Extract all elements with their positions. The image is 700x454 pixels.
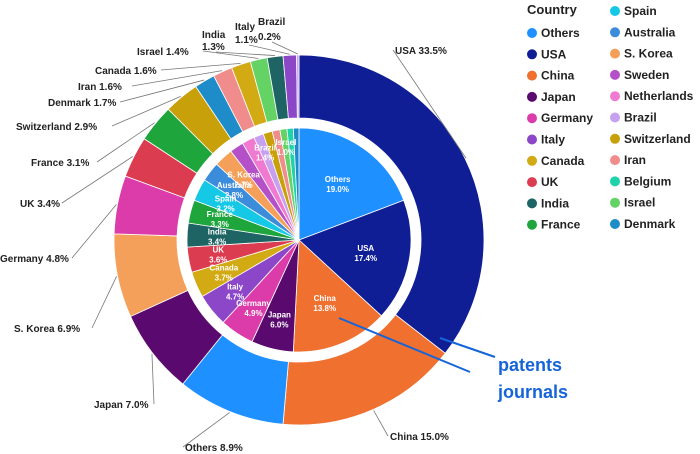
patents-slice-brazil (297, 55, 299, 118)
legend-marker-canada (527, 156, 537, 166)
legend-marker-china (527, 71, 537, 81)
legend-marker-others (527, 28, 537, 38)
patents-label-brazil: Brazil 0.2% (258, 17, 285, 43)
patents-leader-italy (249, 45, 290, 54)
legend: Country Others USA China Japan Germany Italy C… (527, 2, 694, 232)
legend-label-japan: Japan (541, 90, 576, 104)
annotation-journals: journals (497, 382, 568, 402)
legend-label-china: China (541, 69, 575, 83)
patents-leader-china (374, 410, 388, 436)
patents-label-usa: USA 33.5% (395, 46, 447, 57)
legend-marker-switzerland (610, 134, 620, 144)
legend-marker-france (527, 220, 537, 230)
legend-marker-brazil (610, 113, 620, 123)
patents-label-france: France 3.1% (31, 158, 89, 169)
legend-marker-sweden (610, 70, 620, 80)
patents-label-italy: Italy 1.1% (235, 22, 258, 46)
legend-label-sweden: Sweden (624, 68, 669, 82)
journals-label-usa: USA 17.4% (354, 244, 377, 263)
legend-label-belgium: Belgium (624, 174, 671, 188)
patents-label-uk: UK 3.4% (20, 199, 60, 210)
journals-label-italy: Italy 4.7% (226, 282, 244, 301)
legend-label-spain: Spain (624, 4, 657, 18)
patents-leader-germany (72, 204, 116, 258)
legend-title: Country (527, 2, 578, 17)
patents-label-china: China 15.0% (390, 432, 449, 443)
legend-label-canada: Canada (541, 154, 585, 168)
patents-label-india: India 1.3% (202, 30, 226, 53)
legend-marker-germany (527, 113, 537, 123)
legend-label-uk: UK (541, 175, 559, 189)
journals-label-brazil: Brazil 1.4% (254, 143, 276, 162)
legend-label-germany: Germany (541, 111, 593, 125)
legend-label-netherlands: Netherlands (624, 89, 694, 103)
patents-label-s-korea: S. Korea 6.9% (14, 324, 80, 335)
legend-label-usa: USA (541, 47, 567, 61)
patents-label-japan: Japan 7.0% (94, 400, 149, 411)
legend-marker-australia (610, 27, 620, 37)
journals-label-israel: Israel 1.0% (275, 138, 296, 157)
legend-label-france: France (541, 218, 581, 232)
patents-leader-japan (152, 354, 154, 404)
journals-label-india: India 3.4% (208, 227, 227, 246)
legend-marker-s-korea (610, 49, 620, 59)
patents-leader-s-korea (92, 276, 117, 328)
legend-label-s-korea: S. Korea (624, 47, 673, 61)
journals-label-japan: Japan 6.0% (268, 311, 291, 330)
patents-label-others: Others 8.9% (185, 443, 243, 454)
patents-leader-brazil (272, 42, 298, 54)
legend-marker-usa (527, 49, 537, 59)
legend-marker-netherlands (610, 91, 620, 101)
legend-marker-india (527, 198, 537, 208)
patents-leader-others (183, 413, 230, 447)
legend-marker-japan (527, 92, 537, 102)
annotation-patents: patents (498, 355, 562, 375)
legend-marker-spain (610, 6, 620, 16)
legend-label-india: India (541, 196, 569, 210)
legend-label-iran: Iran (624, 153, 646, 167)
patents-label-germany: Germany 4.8% (0, 254, 69, 265)
patents-label-denmark: Denmark 1.7% (48, 98, 116, 109)
legend-label-denmark: Denmark (624, 217, 676, 231)
legend-marker-italy (527, 135, 537, 145)
legend-label-switzerland: Switzerland (624, 132, 691, 146)
patents-label-switzerland: Switzerland 2.9% (16, 122, 97, 133)
legend-marker-denmark (610, 219, 620, 229)
patents-label-iran: Iran 1.6% (78, 82, 122, 93)
legend-marker-israel (610, 198, 620, 208)
journals-label-china: China 13.8% (313, 294, 336, 313)
legend-label-italy: Italy (541, 133, 565, 147)
patents-label-canada: Canada 1.6% (95, 66, 157, 77)
legend-label-australia: Australia (624, 25, 676, 39)
legend-label-others: Others (541, 26, 580, 40)
legend-marker-uk (527, 177, 537, 187)
journals-label-others: Others 19.0% (325, 175, 351, 194)
legend-marker-belgium (610, 176, 620, 186)
legend-marker-iran (610, 155, 620, 165)
legend-label-israel: Israel (624, 196, 655, 210)
legend-label-brazil: Brazil (624, 111, 657, 125)
patents-label-israel: Israel 1.4% (137, 47, 189, 58)
